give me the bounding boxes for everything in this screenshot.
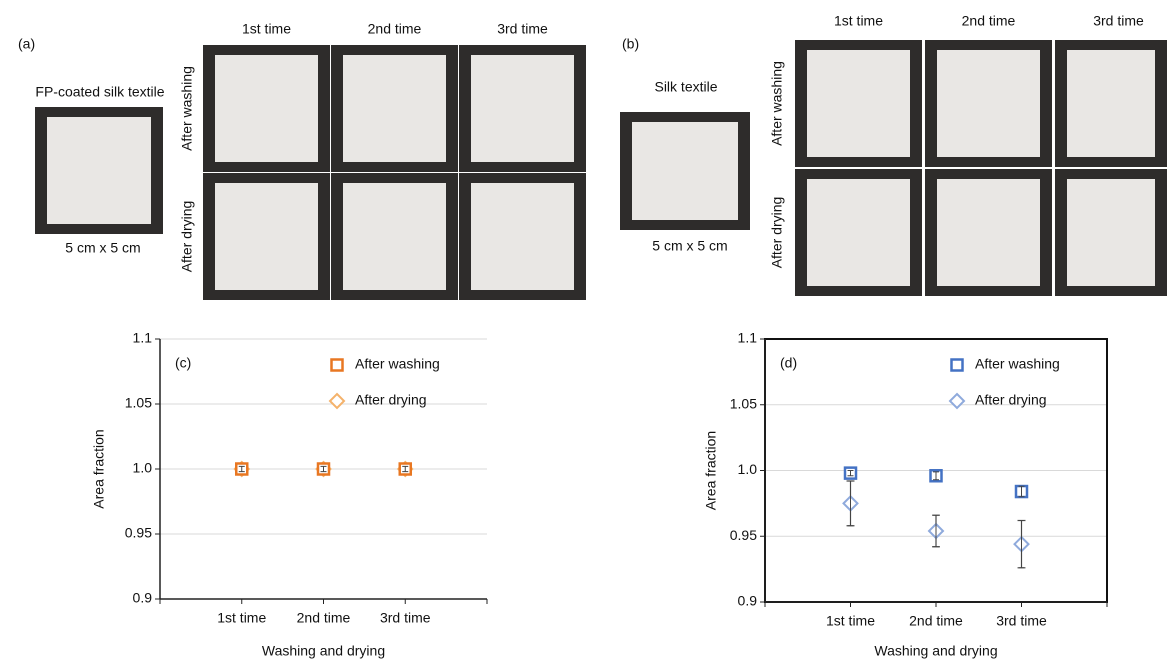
marker-diamond xyxy=(948,392,966,410)
size-label: 5 cm x 5 cm xyxy=(652,238,727,254)
textile xyxy=(343,183,446,290)
textile xyxy=(807,179,910,286)
column-header: 1st time xyxy=(242,21,291,37)
annotation: (d) xyxy=(780,355,797,371)
error-bar-overlay xyxy=(847,470,854,477)
x-axis-title: Washing and drying xyxy=(874,643,997,659)
legend-label: After drying xyxy=(355,392,427,408)
column-header: 2nd time xyxy=(368,21,422,37)
y-tick-label: 0.9 xyxy=(738,593,758,609)
textile xyxy=(1067,50,1155,157)
x-tick-label: 1st time xyxy=(217,610,266,626)
x-tick-label: 2nd time xyxy=(909,613,963,629)
textile xyxy=(807,50,910,157)
panel-label: (b) xyxy=(622,36,639,52)
error-bar-overlay xyxy=(402,465,409,473)
textile xyxy=(632,122,738,220)
y-tick-label: 1.0 xyxy=(738,461,758,477)
x-axis-title: Washing and drying xyxy=(262,643,385,659)
y-axis-title: Area fraction xyxy=(91,429,107,508)
textile xyxy=(1067,179,1155,286)
y-tick-label: 1.05 xyxy=(125,395,152,411)
error-bar-overlay xyxy=(847,480,854,527)
x-tick-label: 3rd time xyxy=(380,610,431,626)
x-tick-label: 3rd time xyxy=(996,613,1047,629)
textile xyxy=(215,183,318,290)
textile xyxy=(215,55,318,162)
sample-label: Silk textile xyxy=(654,79,717,95)
column-header: 2nd time xyxy=(962,13,1016,29)
y-tick-label: 0.95 xyxy=(125,525,152,541)
row-label: After drying xyxy=(179,201,195,273)
error-bar-overlay xyxy=(238,465,245,473)
row-label: After drying xyxy=(769,197,785,269)
y-tick-label: 1.1 xyxy=(738,330,758,346)
y-tick-label: 0.95 xyxy=(730,527,757,543)
error-bar-overlay xyxy=(320,465,327,473)
marker-square xyxy=(950,358,964,372)
textile xyxy=(343,55,446,162)
marker-diamond xyxy=(328,392,346,410)
marker-square xyxy=(330,358,344,372)
column-header: 1st time xyxy=(834,13,883,29)
y-tick-label: 1.05 xyxy=(730,395,757,411)
textile xyxy=(937,50,1040,157)
error-bar-overlay xyxy=(1018,485,1025,498)
error-bar-overlay xyxy=(1018,519,1025,569)
legend-label: After washing xyxy=(355,356,440,372)
textile xyxy=(937,179,1040,286)
textile xyxy=(47,117,151,224)
y-axis-title: Area fraction xyxy=(703,431,719,510)
panel-label: (a) xyxy=(18,36,35,52)
row-label: After washing xyxy=(179,66,195,151)
size-label: 5 cm x 5 cm xyxy=(65,240,140,256)
annotation: (c) xyxy=(175,355,191,371)
y-tick-label: 1.0 xyxy=(133,460,153,476)
row-label: After washing xyxy=(769,61,785,146)
x-tick-label: 2nd time xyxy=(297,610,351,626)
y-tick-label: 1.1 xyxy=(133,330,153,346)
error-bar-overlay xyxy=(933,471,939,481)
legend-label: After drying xyxy=(975,392,1047,408)
column-header: 3rd time xyxy=(497,21,548,37)
textile xyxy=(471,55,574,162)
textile xyxy=(471,183,574,290)
legend-label: After washing xyxy=(975,356,1060,372)
column-header: 3rd time xyxy=(1093,13,1144,29)
x-tick-label: 1st time xyxy=(826,613,875,629)
y-tick-label: 0.9 xyxy=(133,590,153,606)
sample-label: FP-coated silk textile xyxy=(35,84,164,100)
error-bar-overlay xyxy=(933,514,939,548)
